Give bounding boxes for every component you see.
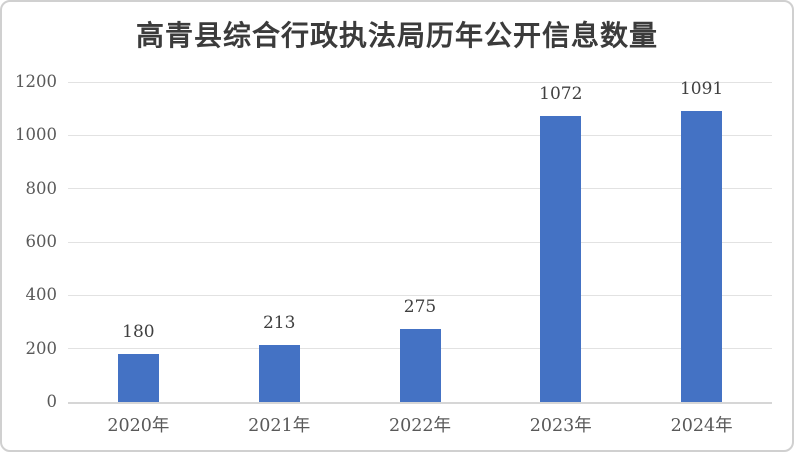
bar [258, 345, 300, 402]
gridline [68, 188, 772, 190]
y-tick-label: 600 [25, 232, 58, 251]
chart-title: 高青县综合行政执法局历年公开信息数量 [135, 19, 658, 52]
bar-value-label: 1091 [679, 79, 724, 100]
gridline [68, 294, 772, 296]
gridline [68, 81, 772, 83]
x-tick-label: 2022年 [388, 416, 452, 436]
y-tick-label: 400 [25, 285, 58, 305]
bar-value-label: 213 [262, 313, 296, 334]
y-tick-label: 1000 [15, 125, 57, 145]
bar-value-label: 275 [403, 296, 437, 317]
plot-area: 180 213 275 1072 1091 [68, 79, 772, 404]
gridline [68, 241, 772, 243]
bar-value-label: 180 [122, 322, 155, 342]
gridline [68, 134, 772, 136]
x-tick-label: 2023年 [529, 416, 592, 436]
bar [540, 116, 582, 402]
bar-value-label: 1072 [539, 84, 583, 105]
y-tick-label: 0 [46, 392, 58, 411]
x-tick-label: 2020年 [107, 416, 170, 436]
y-tick-label: 1200 [15, 72, 57, 91]
x-tick-label: 2021年 [248, 416, 311, 436]
y-tick-label: 800 [25, 178, 58, 198]
bar [399, 328, 441, 402]
bar [681, 111, 723, 402]
y-tick-label: 200 [25, 338, 58, 358]
x-tick-label: 2024年 [670, 416, 733, 436]
bar [117, 354, 159, 402]
